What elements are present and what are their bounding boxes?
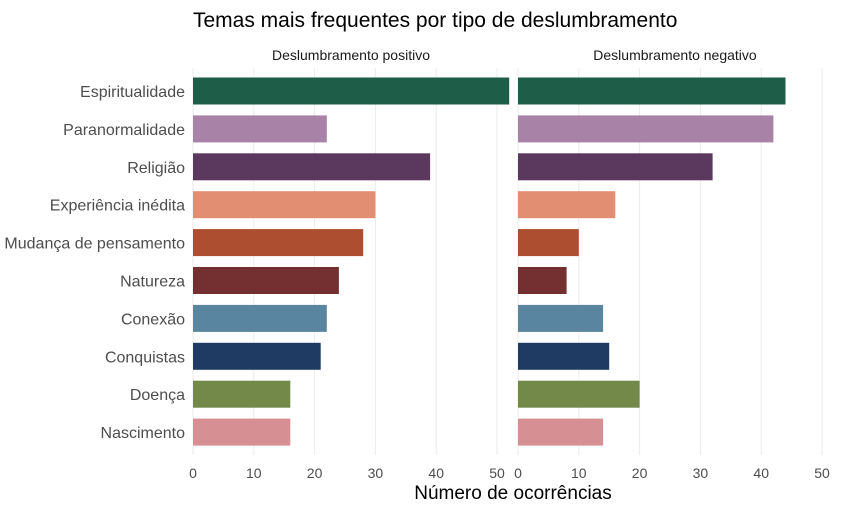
y-category-labels: Espiritualidade Paranormalidade Religião Ex… bbox=[4, 84, 185, 442]
y-category-label-conexao: Conexão bbox=[121, 311, 185, 328]
bars-negative bbox=[518, 77, 786, 446]
facet-label-negative: Deslumbramento negativo bbox=[593, 47, 757, 63]
bar-negative-espiritualidade bbox=[518, 77, 786, 105]
x-tick-labels-negative: 0 10 20 30 40 50 bbox=[514, 465, 830, 481]
x-tick-label-negative-10: 10 bbox=[571, 465, 587, 481]
x-tick-labels-positive: 0 10 20 30 40 50 bbox=[189, 465, 505, 481]
x-tick-label-negative-20: 20 bbox=[632, 465, 648, 481]
bar-negative-conexao bbox=[518, 304, 604, 332]
x-tick-label-positive-10: 10 bbox=[246, 465, 262, 481]
bar-positive-religiao bbox=[193, 153, 431, 181]
bar-positive-paranormalidade bbox=[193, 115, 327, 143]
bar-positive-natureza bbox=[193, 267, 339, 294]
y-category-label-espiritualidade: Espiritualidade bbox=[80, 84, 185, 101]
bar-negative-paranormalidade bbox=[518, 115, 774, 143]
facet-label-positive: Deslumbramento positivo bbox=[272, 47, 430, 63]
x-tick-label-positive-50: 50 bbox=[489, 465, 505, 481]
facet-negative: Deslumbramento negativo 0 10 20 30 40 50 bbox=[514, 47, 830, 481]
x-tick-label-negative-30: 30 bbox=[693, 465, 709, 481]
x-axis-title: Número de ocorrências bbox=[414, 483, 611, 504]
y-category-label-mudanca-de-pensamento: Mudança de pensamento bbox=[4, 236, 185, 253]
bars-positive bbox=[193, 77, 510, 446]
chart-title: Temas mais frequentes por tipo de deslum… bbox=[193, 9, 677, 32]
bar-positive-conexao bbox=[193, 304, 327, 332]
bar-negative-conquistas bbox=[518, 342, 610, 370]
bar-negative-experiencia-inedita bbox=[518, 191, 616, 219]
x-tick-label-negative-0: 0 bbox=[514, 465, 522, 481]
y-category-label-conquistas: Conquistas bbox=[105, 349, 185, 366]
x-tick-label-positive-40: 40 bbox=[428, 465, 444, 481]
y-category-label-nascimento: Nascimento bbox=[101, 425, 186, 442]
bar-positive-nascimento bbox=[193, 418, 291, 446]
y-category-label-natureza: Natureza bbox=[120, 274, 185, 291]
y-category-label-doenca: Doença bbox=[130, 387, 185, 404]
bar-negative-nascimento bbox=[518, 418, 604, 446]
bar-positive-espiritualidade bbox=[193, 77, 510, 105]
y-category-label-paranormalidade: Paranormalidade bbox=[63, 122, 185, 139]
bar-negative-mudanca-de-pensamento bbox=[518, 229, 579, 257]
bar-positive-doenca bbox=[193, 380, 291, 408]
x-tick-label-positive-30: 30 bbox=[368, 465, 384, 481]
y-category-label-religiao: Religião bbox=[127, 160, 185, 177]
y-category-label-experiencia-inedita: Experiência inédita bbox=[50, 198, 185, 215]
bar-positive-experiencia-inedita bbox=[193, 191, 376, 219]
x-tick-label-positive-0: 0 bbox=[189, 465, 197, 481]
bar-negative-doenca bbox=[518, 380, 640, 408]
bar-positive-mudanca-de-pensamento bbox=[193, 229, 364, 257]
x-tick-label-positive-20: 20 bbox=[307, 465, 323, 481]
bar-positive-conquistas bbox=[193, 342, 321, 370]
x-tick-label-negative-50: 50 bbox=[814, 465, 830, 481]
facet-positive: Deslumbramento positivo 0 10 20 30 40 50 bbox=[189, 47, 510, 481]
x-tick-label-negative-40: 40 bbox=[753, 465, 769, 481]
bar-negative-natureza bbox=[518, 267, 567, 294]
bar-negative-religiao bbox=[518, 153, 713, 181]
